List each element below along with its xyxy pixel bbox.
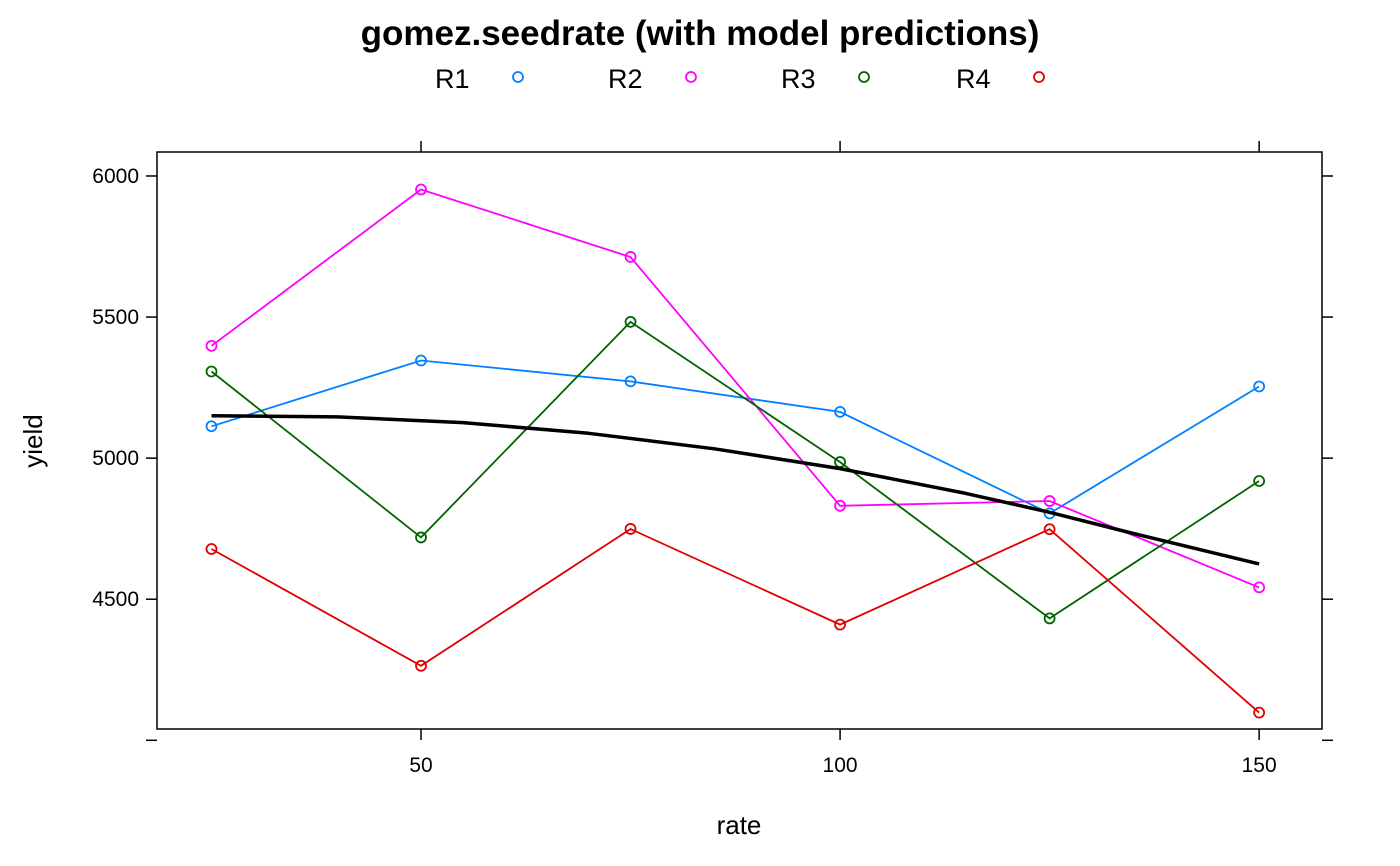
- legend: R1 R2 R3 R4: [435, 64, 1045, 94]
- data-point-r4: [415, 659, 427, 672]
- legend-label-r1: R1: [435, 64, 470, 94]
- legend-label-r4: R4: [956, 64, 991, 94]
- data-point-r1: [834, 405, 846, 418]
- data-point-r2: [624, 251, 637, 263]
- plot-frame: [156, 151, 1323, 730]
- data-point-r1: [624, 375, 637, 388]
- legend-label-r2: R2: [608, 64, 643, 94]
- chart-title: gomez.seedrate (with model predictions): [361, 14, 1040, 53]
- y-tick-label: 5000: [92, 447, 139, 470]
- data-point-r2: [1253, 581, 1266, 594]
- series-line-r2: [210, 188, 1260, 589]
- legend-marker-r4: [1033, 71, 1045, 83]
- data-point-r3: [205, 365, 218, 378]
- legend-marker-r3: [858, 71, 870, 83]
- x-tick-label: 100: [823, 754, 858, 777]
- data-point-r4: [1253, 706, 1266, 719]
- y-axis-label: yield: [18, 414, 48, 467]
- y-tick-label: 4500: [92, 588, 139, 611]
- data-point-r4: [834, 618, 846, 631]
- x-tick-label: 150: [1242, 754, 1277, 777]
- series-line-r4: [211, 527, 1260, 714]
- legend-marker-r1: [512, 71, 524, 83]
- data-point-r3: [1253, 475, 1266, 487]
- y-tick-label: 6000: [92, 165, 139, 188]
- data-point-r3: [1043, 612, 1056, 625]
- x-axis-label: rate: [717, 810, 762, 840]
- data-point-r3: [624, 315, 637, 328]
- data-point-r1: [415, 354, 427, 367]
- data-point-r2: [205, 339, 218, 352]
- y-tick-label: 5500: [92, 306, 139, 329]
- data-point-r2: [834, 499, 846, 512]
- series-line-r1: [211, 359, 1260, 515]
- data-point-r4: [1043, 523, 1056, 536]
- data-point-r1: [205, 420, 218, 433]
- series-line-r3: [210, 320, 1260, 620]
- x-tick-label: 50: [409, 754, 432, 777]
- prediction-line: [211, 414, 1260, 566]
- axis-ticks: 50 100 150 4500 5000 5500 6000: [92, 141, 1333, 777]
- data-point-r2: [1043, 495, 1056, 507]
- data-point-r1: [1253, 380, 1266, 393]
- legend-marker-r2: [685, 71, 697, 83]
- legend-label-r3: R3: [781, 64, 816, 94]
- data-point-r2: [415, 183, 427, 196]
- data-point-r4: [205, 543, 218, 555]
- series-layer: [205, 183, 1266, 719]
- data-point-r3: [415, 531, 427, 544]
- data-point-r4: [624, 523, 637, 535]
